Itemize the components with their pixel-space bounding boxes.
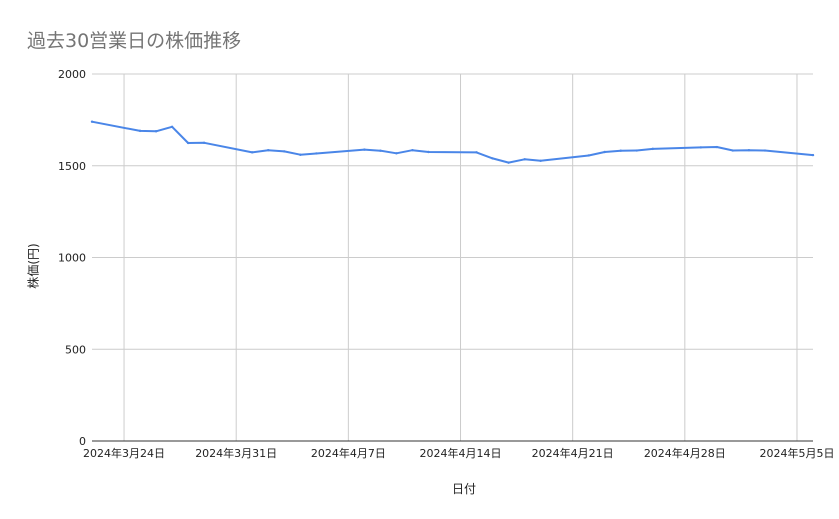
data-point xyxy=(267,148,270,152)
x-tick-label: 2024年5月5日 xyxy=(759,446,834,460)
x-tick-label: 2024年3月24日 xyxy=(83,446,165,460)
data-point xyxy=(379,149,382,152)
data-point xyxy=(715,145,719,149)
data-point xyxy=(395,152,398,155)
x-axis-label: 日付 xyxy=(452,482,477,496)
data-point xyxy=(363,148,366,151)
y-tick-label: 0 xyxy=(79,435,86,448)
data-point xyxy=(154,130,158,133)
data-point xyxy=(427,150,430,154)
data-point xyxy=(763,149,767,152)
data-point xyxy=(283,150,286,153)
y-tick-label: 1000 xyxy=(58,252,86,265)
data-point xyxy=(619,149,622,152)
data-point xyxy=(186,141,190,145)
data-point xyxy=(315,152,318,155)
y-tick-label: 500 xyxy=(65,343,86,356)
data-point xyxy=(491,157,494,160)
series-line xyxy=(91,120,814,164)
data-point xyxy=(539,159,542,162)
data-point xyxy=(299,153,302,156)
data-point xyxy=(603,150,606,154)
data-point xyxy=(251,151,254,154)
x-tick-label: 2024年4月21日 xyxy=(532,446,614,460)
data-point xyxy=(507,161,510,164)
data-point xyxy=(587,154,590,157)
data-point xyxy=(635,149,638,152)
data-point xyxy=(202,141,206,145)
x-tick-label: 2024年4月7日 xyxy=(311,446,386,460)
data-point xyxy=(699,146,703,149)
data-point xyxy=(138,129,142,133)
y-tick-label: 1500 xyxy=(58,160,86,173)
data-point xyxy=(811,153,815,157)
chart-title: 過去30営業日の株価推移 xyxy=(27,30,242,52)
data-point xyxy=(170,125,174,129)
x-tick-label: 2024年4月14日 xyxy=(420,446,502,460)
y-tick-label: 2000 xyxy=(58,68,86,81)
x-tick-label: 2024年3月31日 xyxy=(195,446,277,460)
data-point xyxy=(411,148,414,152)
data-point xyxy=(651,147,654,151)
data-point xyxy=(731,149,735,152)
data-point xyxy=(523,158,526,161)
data-point xyxy=(90,120,94,123)
data-point xyxy=(747,148,751,152)
x-tick-label: 2024年4月28日 xyxy=(644,446,726,460)
data-point xyxy=(475,151,478,154)
